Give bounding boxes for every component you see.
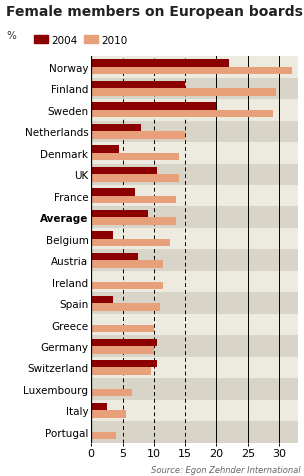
Bar: [91, 253, 138, 261]
Bar: [91, 89, 276, 97]
Bar: [85, 250, 304, 271]
Bar: [85, 271, 304, 293]
Bar: [91, 296, 113, 304]
Bar: [91, 339, 157, 346]
Bar: [91, 403, 107, 410]
Bar: [85, 164, 304, 186]
Bar: [91, 232, 113, 239]
Bar: [91, 111, 273, 118]
Bar: [91, 239, 170, 247]
Bar: [91, 103, 216, 110]
Bar: [91, 68, 292, 75]
Bar: [91, 82, 185, 89]
Bar: [85, 336, 304, 357]
Bar: [91, 347, 154, 354]
Bar: [91, 410, 126, 418]
Bar: [91, 304, 160, 311]
Bar: [91, 367, 151, 375]
Bar: [91, 389, 132, 397]
Bar: [85, 143, 304, 164]
Bar: [91, 360, 157, 367]
Bar: [91, 132, 185, 139]
Bar: [85, 378, 304, 400]
Bar: [85, 79, 304, 100]
Bar: [91, 282, 163, 289]
Text: Source: Egon Zehnder International: Source: Egon Zehnder International: [151, 465, 301, 474]
Text: %: %: [6, 31, 16, 41]
Bar: [85, 186, 304, 207]
Bar: [91, 197, 176, 204]
Bar: [91, 189, 135, 196]
Bar: [91, 210, 147, 218]
Bar: [85, 57, 304, 79]
Bar: [85, 357, 304, 378]
Bar: [85, 100, 304, 121]
Bar: [91, 175, 179, 182]
Bar: [91, 153, 179, 161]
Bar: [85, 293, 304, 314]
Bar: [91, 325, 154, 332]
Bar: [91, 60, 229, 68]
Bar: [91, 125, 141, 132]
Bar: [85, 228, 304, 250]
Bar: [85, 421, 304, 443]
Bar: [85, 314, 304, 336]
Bar: [91, 146, 119, 153]
Bar: [85, 121, 304, 143]
Bar: [91, 432, 116, 439]
Bar: [91, 168, 157, 175]
Bar: [85, 207, 304, 228]
Bar: [85, 400, 304, 421]
Text: Female members on European boards: Female members on European boards: [6, 5, 303, 19]
Legend: 2004, 2010: 2004, 2010: [29, 31, 132, 50]
Bar: [91, 218, 176, 225]
Bar: [91, 261, 163, 268]
